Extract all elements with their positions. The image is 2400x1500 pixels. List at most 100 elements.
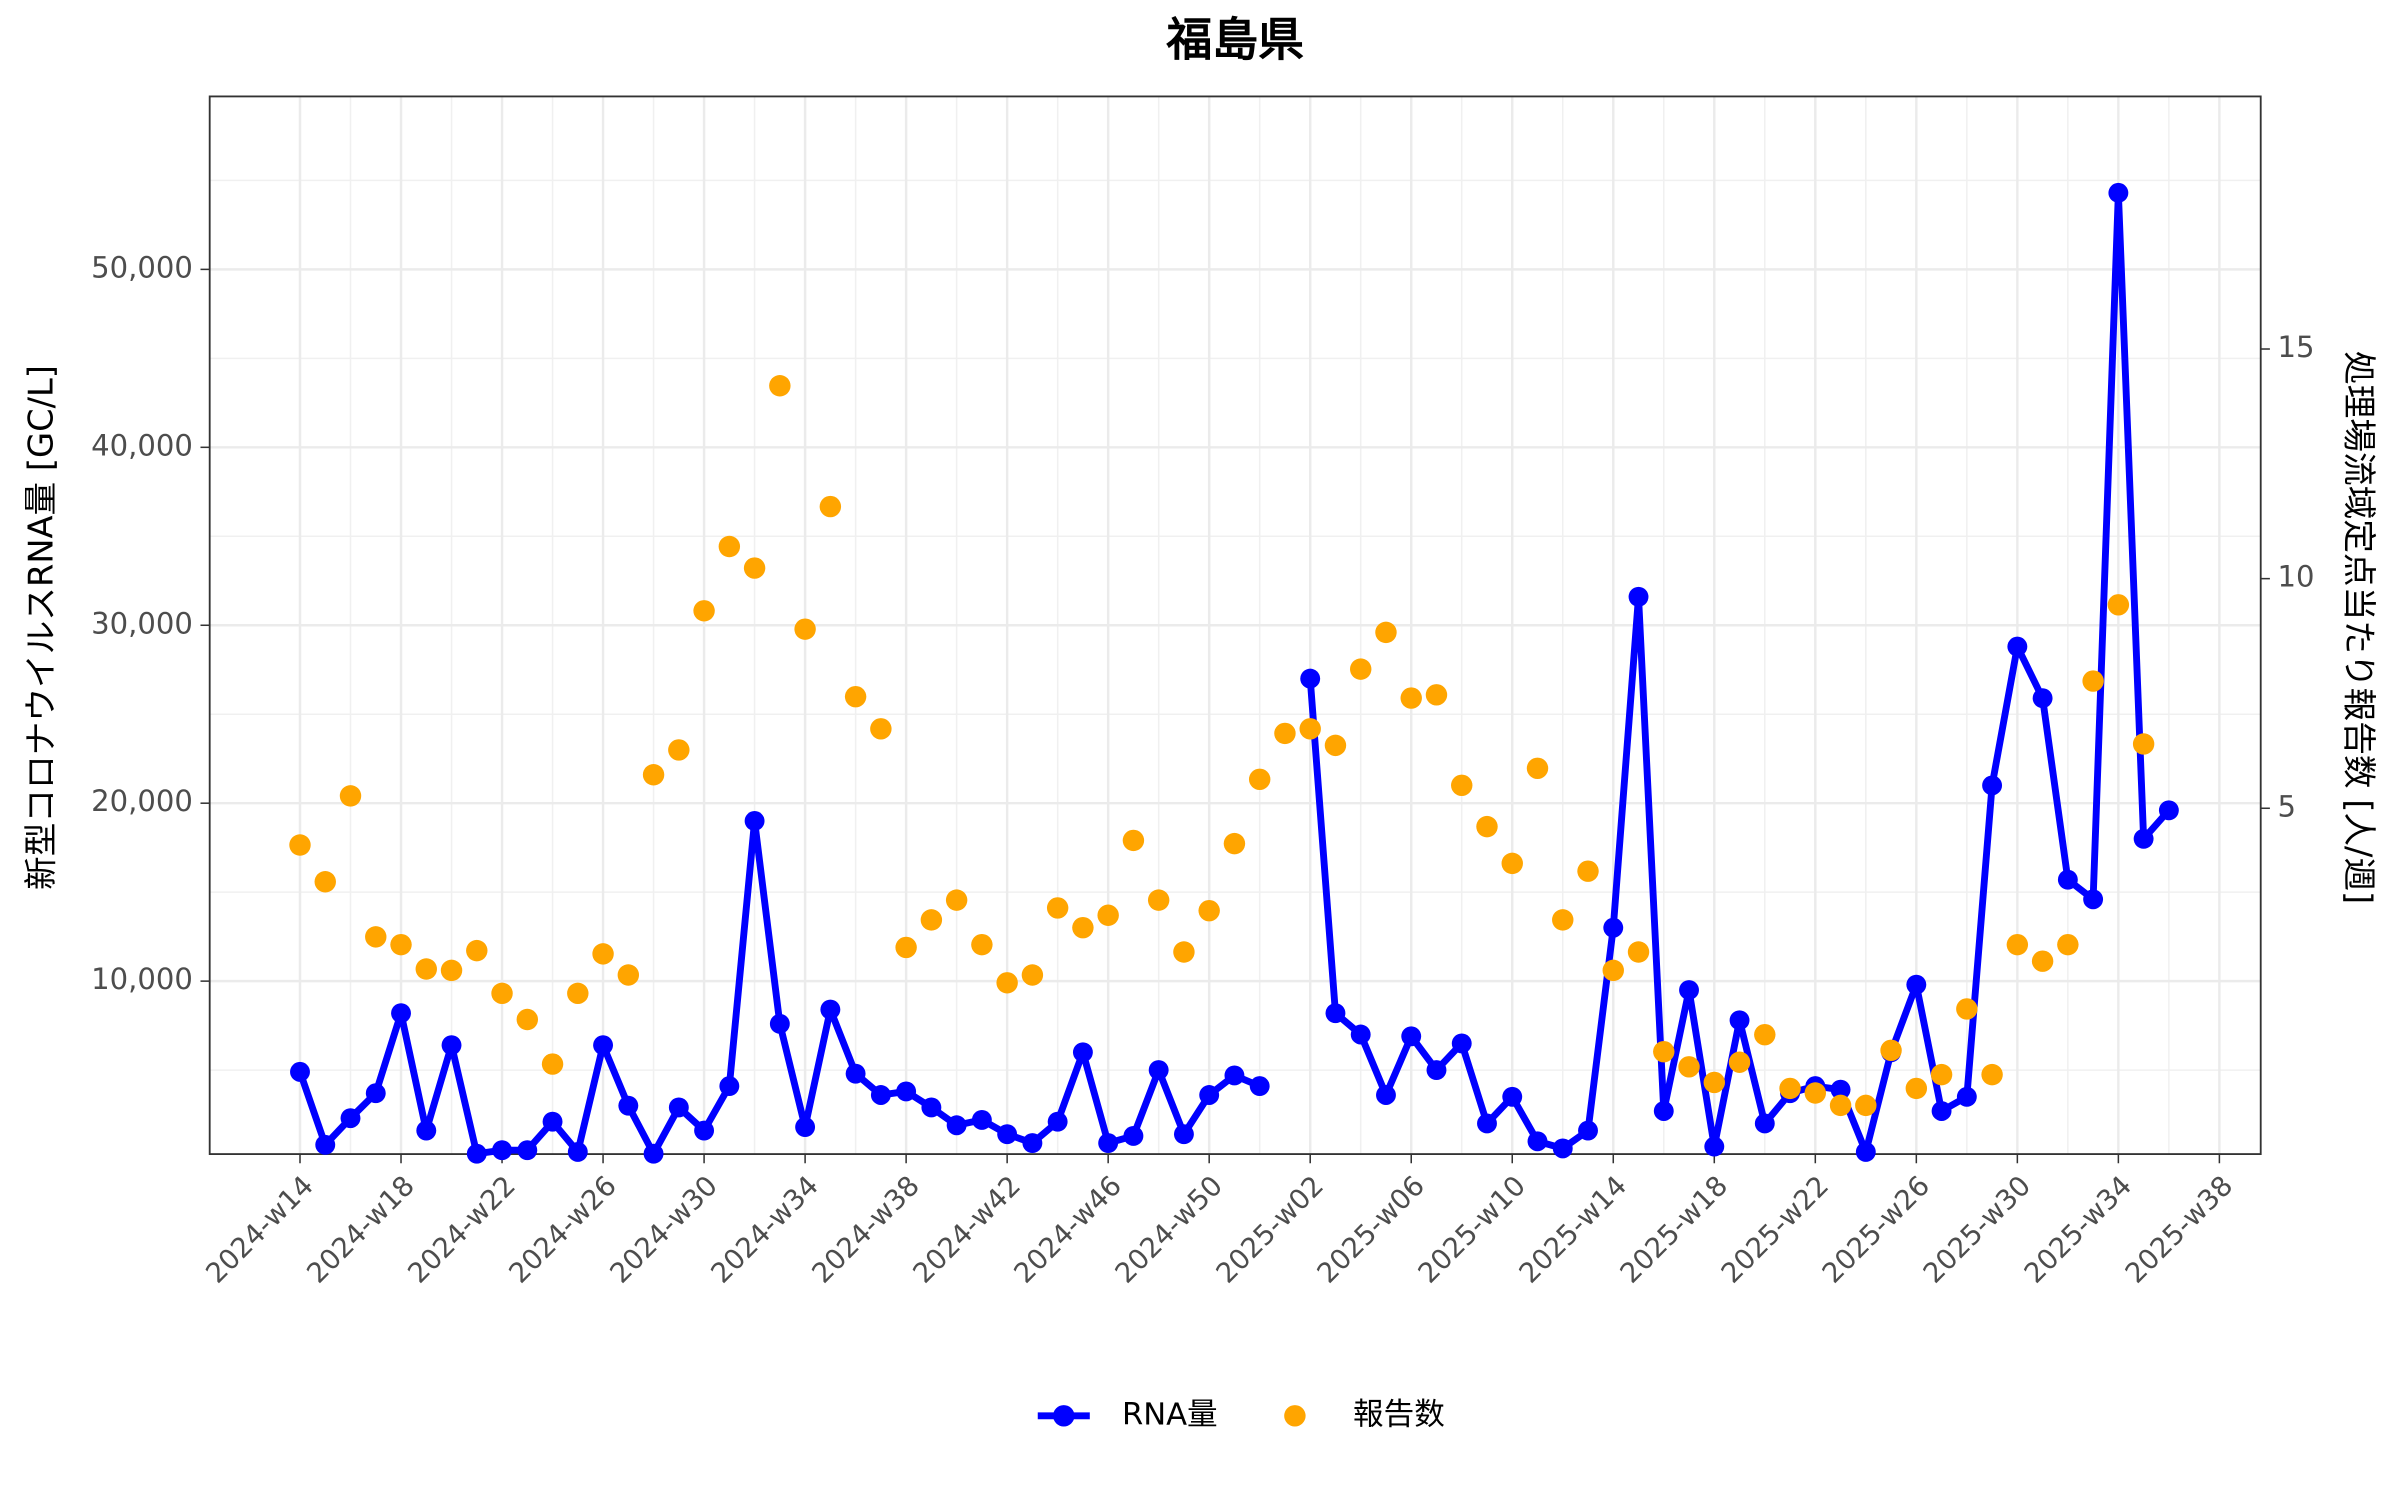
- x-tick-label: 2024-w26: [503, 1170, 623, 1290]
- x-tick-label: 2024-w50: [1109, 1170, 1229, 1290]
- y-tick-label: 30,000: [91, 606, 193, 640]
- data-point: [1653, 1101, 1674, 1121]
- data-point: [1072, 1042, 1093, 1063]
- data-point: [1552, 1138, 1573, 1159]
- data-point: [567, 982, 589, 1005]
- data-point: [1678, 1056, 1700, 1078]
- data-point: [1627, 941, 1650, 963]
- data-point: [1703, 1071, 1725, 1094]
- data-point: [1097, 904, 1119, 926]
- data-point: [668, 739, 690, 761]
- data-point: [1552, 909, 1574, 931]
- data-point: [1982, 775, 2003, 796]
- plot-border: [208, 95, 2262, 1155]
- data-point: [517, 1140, 538, 1161]
- data-point: [1274, 722, 1296, 745]
- data-point: [1931, 1101, 1952, 1121]
- data-point: [466, 939, 488, 962]
- data-point: [1173, 1124, 1194, 1145]
- data-point: [1021, 964, 1044, 986]
- data-point: [1425, 684, 1448, 706]
- y-tick-label: 50,000: [91, 250, 193, 284]
- data-point: [769, 375, 791, 397]
- data-point: [1147, 889, 1170, 911]
- data-point: [618, 1095, 639, 1116]
- data-point: [314, 871, 336, 893]
- x-tick-label: 2025-w18: [1614, 1170, 1734, 1290]
- data-point: [1704, 1136, 1725, 1157]
- x-tick-label: 2025-w22: [1715, 1170, 1835, 1290]
- data-point: [920, 909, 943, 931]
- data-point: [567, 1141, 588, 1162]
- data-point: [1930, 1063, 1953, 1086]
- data-point: [390, 933, 412, 956]
- y2-tick-label: 15: [2278, 330, 2315, 364]
- data-point: [1451, 1033, 1472, 1054]
- data-point: [895, 936, 917, 959]
- data-point: [2133, 828, 2154, 849]
- data-point: [870, 1085, 891, 1105]
- data-point: [441, 1035, 462, 1056]
- data-point: [1199, 1085, 1220, 1105]
- data-point: [769, 1013, 790, 1034]
- x-tick-label: 2024-w46: [1008, 1170, 1128, 1290]
- data-point: [1047, 1111, 1068, 1132]
- data-point: [1122, 829, 1145, 852]
- data-point: [2158, 800, 2179, 821]
- data-point: [1906, 974, 1927, 995]
- data-point: [1981, 1063, 2003, 1086]
- chart-title: 福島県: [1165, 12, 1304, 66]
- x-tick-label: 2024-w18: [301, 1170, 421, 1290]
- data-point: [391, 1003, 411, 1024]
- data-point: [1577, 860, 1599, 882]
- data-point: [617, 964, 640, 986]
- data-point: [1376, 1085, 1396, 1105]
- data-point: [1855, 1094, 1877, 1117]
- data-point: [870, 718, 892, 740]
- data-point: [1779, 1077, 1801, 1100]
- data-point: [1754, 1023, 1776, 1046]
- data-point: [1502, 1086, 1523, 1107]
- data-point: [1527, 1131, 1548, 1152]
- data-point: [2032, 688, 2053, 709]
- data-point: [668, 1097, 689, 1118]
- data-point: [718, 535, 741, 558]
- data-point: [1905, 1077, 1928, 1100]
- data-point: [340, 1108, 361, 1129]
- data-point: [2057, 869, 2078, 890]
- data-point: [1224, 1065, 1245, 1086]
- x-tick-label: 2024-w42: [907, 1170, 1027, 1290]
- data-point: [1729, 1010, 1750, 1031]
- data-point: [1375, 621, 1397, 644]
- data-point: [845, 1063, 866, 1084]
- data-point: [1956, 998, 1978, 1020]
- data-point: [516, 1008, 539, 1031]
- x-tick-label: 2024-w38: [806, 1170, 926, 1290]
- data-point: [744, 811, 765, 831]
- data-point: [921, 1097, 942, 1118]
- data-point: [365, 926, 387, 948]
- legend-marker: [1284, 1405, 1306, 1427]
- data-point: [1880, 1039, 1902, 1062]
- data-point: [896, 1081, 917, 1102]
- data-point: [290, 1061, 310, 1082]
- data-point: [2007, 636, 2028, 657]
- data-point: [1299, 718, 1321, 740]
- y-tick-label: 20,000: [91, 784, 193, 818]
- data-point: [971, 933, 993, 956]
- data-point: [1754, 1113, 1775, 1134]
- data-point: [643, 1143, 664, 1164]
- data-point: [466, 1143, 487, 1164]
- data-point: [2082, 670, 2104, 692]
- data-point: [1829, 1094, 1852, 1117]
- data-point: [1804, 1082, 1827, 1104]
- x-tick-label: 2025-w10: [1412, 1170, 1532, 1290]
- data-point: [1198, 899, 1220, 922]
- data-point: [1098, 1133, 1119, 1153]
- x-tick-label: 2025-w06: [1311, 1170, 1431, 1290]
- y-tick-label: 10,000: [91, 962, 193, 996]
- data-point: [1451, 774, 1473, 797]
- data-point: [1248, 768, 1271, 791]
- data-point: [1526, 757, 1549, 780]
- data-point: [1855, 1141, 1876, 1162]
